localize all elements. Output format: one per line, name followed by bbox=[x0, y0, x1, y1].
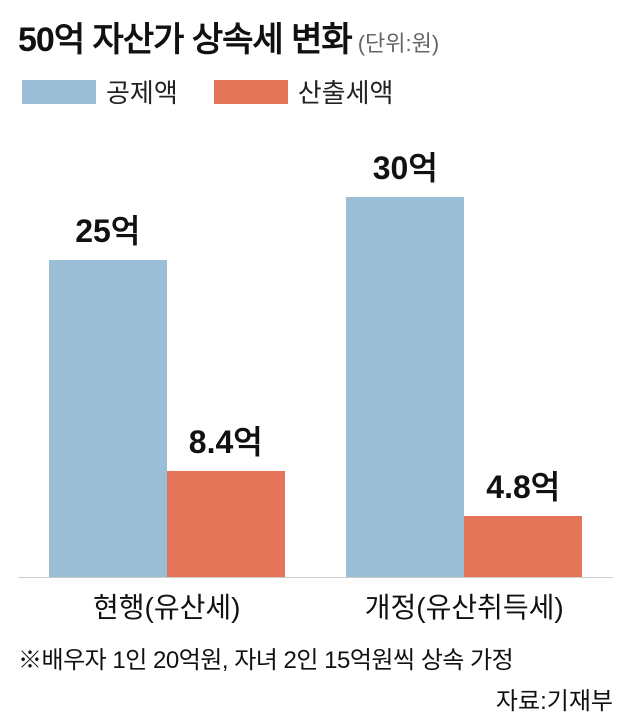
footnote: ※배우자 1인 20억원, 자녀 2인 15억원씩 상속 가정 bbox=[18, 640, 613, 675]
bar bbox=[167, 471, 285, 577]
bar bbox=[464, 516, 582, 577]
bar-value-label: 30억 bbox=[373, 143, 438, 189]
bar-value-label: 25억 bbox=[75, 206, 140, 252]
x-label: 현행(유산세) bbox=[18, 586, 316, 626]
bar bbox=[49, 260, 167, 577]
legend-item: 산출세액 bbox=[214, 73, 394, 110]
source: 자료:기재부 bbox=[18, 681, 613, 716]
bar-wrap: 30억 bbox=[346, 143, 464, 577]
legend-label: 공제액 bbox=[106, 73, 178, 110]
bar-group: 30억 4.8억 bbox=[346, 143, 582, 577]
bar-wrap: 25억 bbox=[49, 206, 167, 577]
legend: 공제액 산출세액 bbox=[18, 73, 613, 110]
chart-title: 50억 자산가 상속세 변화 bbox=[18, 12, 352, 61]
bar-wrap: 8.4억 bbox=[167, 417, 285, 577]
legend-label: 산출세액 bbox=[298, 73, 394, 110]
x-label: 개정(유산취득세) bbox=[316, 586, 614, 626]
legend-swatch bbox=[214, 80, 288, 104]
bar-value-label: 4.8억 bbox=[486, 462, 560, 508]
bar-group: 25억 8.4억 bbox=[49, 206, 285, 577]
bar-wrap: 4.8억 bbox=[464, 462, 582, 577]
bar-value-label: 8.4억 bbox=[189, 417, 263, 463]
legend-item: 공제액 bbox=[22, 73, 178, 110]
chart-title-row: 50억 자산가 상속세 변화 (단위:원) bbox=[18, 12, 613, 61]
bar bbox=[346, 197, 464, 577]
legend-swatch bbox=[22, 80, 96, 104]
chart-area: 25억 8.4억 30억 4.8억 bbox=[18, 128, 613, 578]
chart-unit: (단위:원) bbox=[358, 26, 440, 58]
x-axis: 현행(유산세) 개정(유산취득세) bbox=[18, 586, 613, 626]
